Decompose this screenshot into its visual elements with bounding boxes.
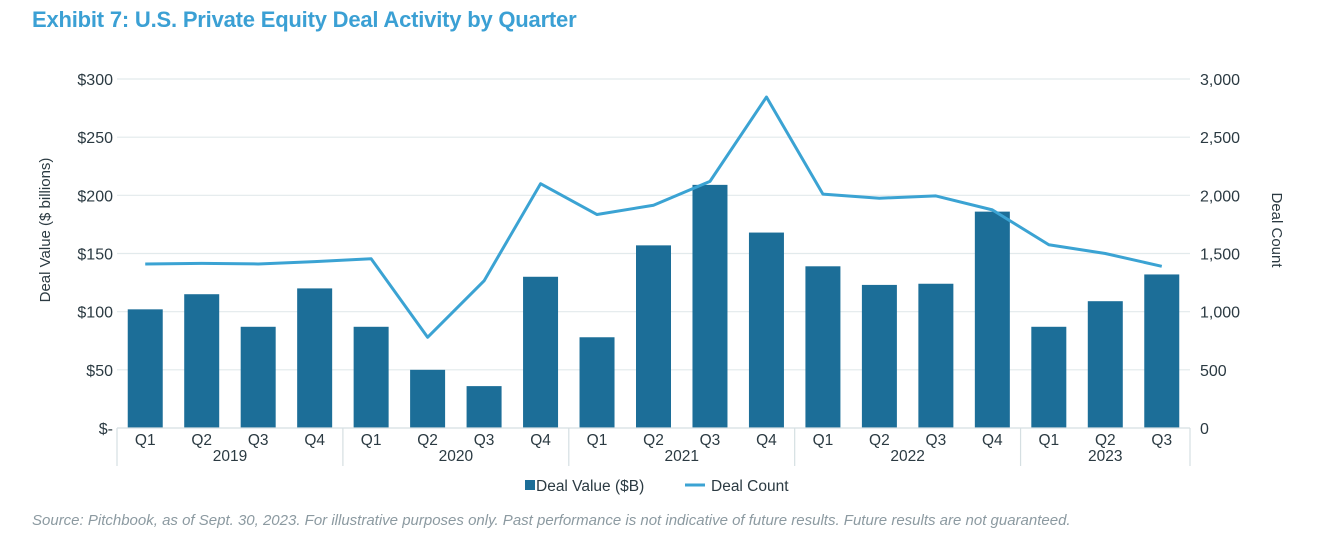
legend-label-deal-count: Deal Count bbox=[711, 478, 789, 495]
y-tick-label: $200 bbox=[77, 188, 113, 205]
legend-label-deal-value: Deal Value ($B) bbox=[536, 478, 644, 495]
x-tick-label: Q1 bbox=[361, 432, 382, 449]
x-tick-label: Q2 bbox=[869, 432, 890, 449]
bar-deal-value bbox=[1031, 326, 1067, 428]
x-tick-label: Q2 bbox=[417, 432, 438, 449]
x-tick-label: Q1 bbox=[135, 432, 156, 449]
bar-deal-value bbox=[692, 184, 728, 428]
bar-deal-value bbox=[918, 283, 954, 428]
bar-deal-value bbox=[353, 326, 389, 428]
x-tick-label: Q4 bbox=[756, 432, 777, 449]
x-year-label: 2021 bbox=[664, 448, 698, 465]
x-tick-label: Q3 bbox=[926, 432, 947, 449]
bar-deal-value bbox=[748, 232, 784, 428]
bar-deal-value bbox=[297, 288, 333, 428]
x-tick-label: Q4 bbox=[982, 432, 1003, 449]
bar-deal-value bbox=[861, 284, 897, 428]
y-right-tick-label: 2,500 bbox=[1200, 130, 1240, 147]
x-tick-label: Q3 bbox=[700, 432, 721, 449]
y-right-tick-label: 0 bbox=[1200, 421, 1209, 438]
y-right-tick-label: 1,000 bbox=[1200, 305, 1240, 322]
y-right-axis-title: Deal Count bbox=[1268, 192, 1285, 268]
x-tick-label: Q1 bbox=[813, 432, 834, 449]
x-year-label: 2023 bbox=[1088, 448, 1122, 465]
y-right-tick-label: 3,000 bbox=[1200, 72, 1240, 89]
x-year-label: 2019 bbox=[213, 448, 247, 465]
y-tick-label: $50 bbox=[86, 363, 113, 380]
y-tick-label: $250 bbox=[77, 130, 113, 147]
x-year-label: 2022 bbox=[890, 448, 924, 465]
bar-deal-value bbox=[127, 309, 163, 428]
bar-deal-value bbox=[636, 245, 671, 428]
source-note: Source: Pitchbook, as of Sept. 30, 2023.… bbox=[32, 512, 1071, 529]
bar-deal-value bbox=[974, 211, 1010, 428]
x-tick-label: Q2 bbox=[643, 432, 664, 449]
y-axis-title: Deal Value ($ billions) bbox=[37, 158, 54, 303]
x-tick-label: Q3 bbox=[248, 432, 269, 449]
bar-deal-value bbox=[1087, 301, 1123, 428]
bar-deal-value bbox=[523, 276, 559, 428]
x-tick-label: Q3 bbox=[1151, 432, 1172, 449]
x-tick-label: Q2 bbox=[191, 432, 212, 449]
y-tick-label: $300 bbox=[77, 72, 113, 89]
y-right-tick-label: 1,500 bbox=[1200, 247, 1240, 264]
bar-deal-value bbox=[579, 337, 615, 428]
bar-deal-value bbox=[184, 294, 220, 428]
bar-deal-value bbox=[466, 386, 502, 428]
y-tick-label: $150 bbox=[77, 247, 113, 264]
bar-deal-value bbox=[805, 266, 841, 428]
legend-swatch-deal-value bbox=[525, 480, 535, 490]
x-year-label: 2020 bbox=[439, 448, 474, 465]
x-tick-label: Q4 bbox=[304, 432, 325, 449]
x-tick-label: Q2 bbox=[1095, 432, 1116, 449]
bar-deal-value bbox=[240, 326, 276, 428]
x-tick-label: Q3 bbox=[474, 432, 495, 449]
bar-deal-value bbox=[410, 369, 446, 428]
y-right-tick-label: 500 bbox=[1200, 363, 1227, 380]
y-tick-label: $- bbox=[99, 421, 113, 438]
x-tick-label: Q4 bbox=[530, 432, 551, 449]
x-tick-label: Q1 bbox=[587, 432, 608, 449]
y-tick-label: $100 bbox=[77, 305, 113, 322]
bar-deal-value bbox=[1144, 274, 1180, 428]
x-tick-label: Q1 bbox=[1038, 432, 1059, 449]
chart-title: Exhibit 7: U.S. Private Equity Deal Acti… bbox=[32, 7, 577, 32]
y-right-tick-label: 2,000 bbox=[1200, 188, 1240, 205]
